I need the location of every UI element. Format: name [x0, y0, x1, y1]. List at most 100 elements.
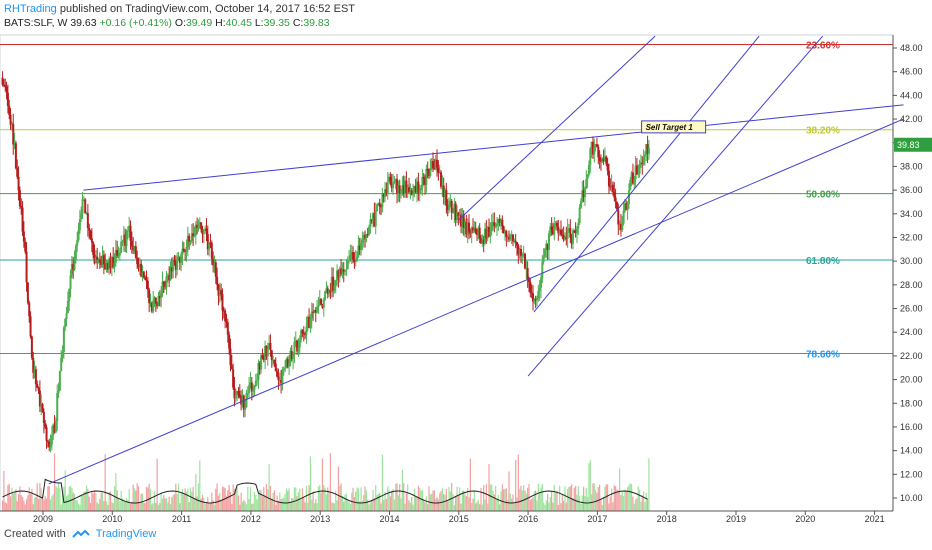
candle-body	[126, 230, 129, 232]
volume-bar	[549, 497, 551, 511]
volume-bar	[401, 469, 403, 511]
volume-bar	[400, 498, 402, 511]
volume-bar	[389, 496, 391, 511]
candle-body	[458, 214, 461, 216]
annotation[interactable]: Sell Target 1	[641, 120, 707, 134]
candle-body	[382, 194, 385, 197]
trendline[interactable]	[533, 35, 760, 313]
candle-body	[113, 262, 116, 267]
volume-bar	[24, 504, 26, 511]
candle-body	[277, 376, 280, 381]
x-tick-label: 2013	[310, 514, 330, 524]
author-link[interactable]: RHTrading	[4, 3, 57, 15]
volume-bar	[437, 499, 439, 511]
time-axis[interactable]: 2009 2010 2011 2012 2013 2014 2015 2016 2017 2018…	[0, 510, 893, 524]
volume-bar	[559, 485, 561, 511]
candle-body	[500, 219, 503, 223]
volume-bar	[240, 492, 242, 511]
volume-bar	[164, 498, 166, 511]
candle-body	[400, 190, 403, 194]
candle-body	[310, 311, 313, 319]
publish-line: RHTrading published on TradingView.com, …	[4, 2, 355, 16]
candle-body	[146, 280, 149, 290]
volume-bar	[280, 498, 282, 511]
candle-body	[53, 424, 56, 433]
candle-body	[349, 254, 352, 260]
candle-body	[599, 160, 602, 162]
tradingview-brand[interactable]: TradingView	[95, 528, 157, 540]
candle-body	[45, 427, 48, 441]
candle-body	[521, 254, 524, 257]
y-tick-label: 12.00	[900, 469, 923, 479]
candle-body	[26, 282, 29, 303]
trendlines[interactable]	[48, 35, 904, 485]
price-chart[interactable]: 23.60% 38.20% 50.00% 61.80% 78.60% Sell Targ…	[0, 0, 932, 525]
candle-body	[586, 174, 589, 179]
candle-body	[525, 267, 528, 269]
candle-body	[33, 369, 36, 373]
volume-bar	[156, 458, 158, 511]
volume-bar	[535, 490, 537, 511]
trendline[interactable]	[83, 104, 904, 191]
candle-body	[554, 222, 557, 225]
candle-body	[433, 168, 436, 170]
candle-body	[236, 390, 239, 396]
candle-body	[262, 357, 265, 360]
candle-body	[94, 256, 97, 264]
candle-body	[575, 228, 578, 233]
volume-bar	[85, 485, 88, 511]
price-axis[interactable]: 10.00 12.00 14.00 16.00 18.00 20.00 22.00 24.00…	[892, 35, 932, 511]
candle-body	[272, 359, 275, 361]
candle-body	[482, 239, 485, 244]
candle-body	[206, 234, 209, 250]
candle-body	[241, 395, 244, 405]
volume-bar	[219, 492, 221, 511]
candle-body	[152, 300, 155, 312]
candle-body	[441, 185, 444, 187]
candle-body	[633, 178, 636, 184]
candle-body	[593, 146, 596, 155]
volume-bar	[475, 503, 477, 511]
candle-body	[390, 184, 393, 188]
volume-bar	[259, 490, 261, 511]
volume-bar	[113, 486, 116, 511]
candle-body	[58, 370, 61, 391]
trendline[interactable]	[527, 35, 824, 377]
y-tick-label: 38.00	[900, 161, 923, 171]
volume-bar	[77, 503, 80, 511]
candle-body	[290, 350, 293, 359]
volume-bar	[23, 500, 25, 511]
volume-bar	[509, 493, 511, 511]
volume-bar	[615, 486, 617, 511]
candle-body	[450, 200, 453, 213]
volume-bar	[604, 486, 606, 511]
volume-bar	[583, 486, 585, 511]
candle-body	[258, 362, 261, 370]
trendline[interactable]	[458, 35, 656, 221]
volume-bar	[295, 487, 297, 511]
volume-bar	[301, 488, 304, 511]
candle-body	[213, 262, 216, 266]
volume-bar	[300, 499, 302, 511]
candle-body	[90, 238, 93, 243]
candle-body	[334, 280, 337, 286]
candle-body	[266, 348, 269, 357]
sell-target-box[interactable]	[641, 120, 707, 134]
volume-bar	[207, 496, 209, 511]
volume-bar	[441, 488, 443, 511]
volume-bar	[229, 492, 232, 511]
candle-body	[68, 289, 71, 301]
candle-body	[230, 365, 233, 370]
y-tick-label: 44.00	[900, 90, 923, 100]
candle-body	[16, 168, 19, 177]
volume-bar	[257, 492, 260, 511]
candle-body	[489, 231, 492, 237]
trendline[interactable]	[48, 118, 904, 485]
volume-bar	[121, 498, 124, 511]
volume-bar	[539, 493, 541, 511]
volume-bar	[601, 504, 603, 511]
candle-body	[46, 440, 49, 442]
volume-bar	[568, 486, 570, 511]
volume-bar	[629, 483, 631, 511]
symbol: BATS:SLF, W	[4, 17, 68, 29]
